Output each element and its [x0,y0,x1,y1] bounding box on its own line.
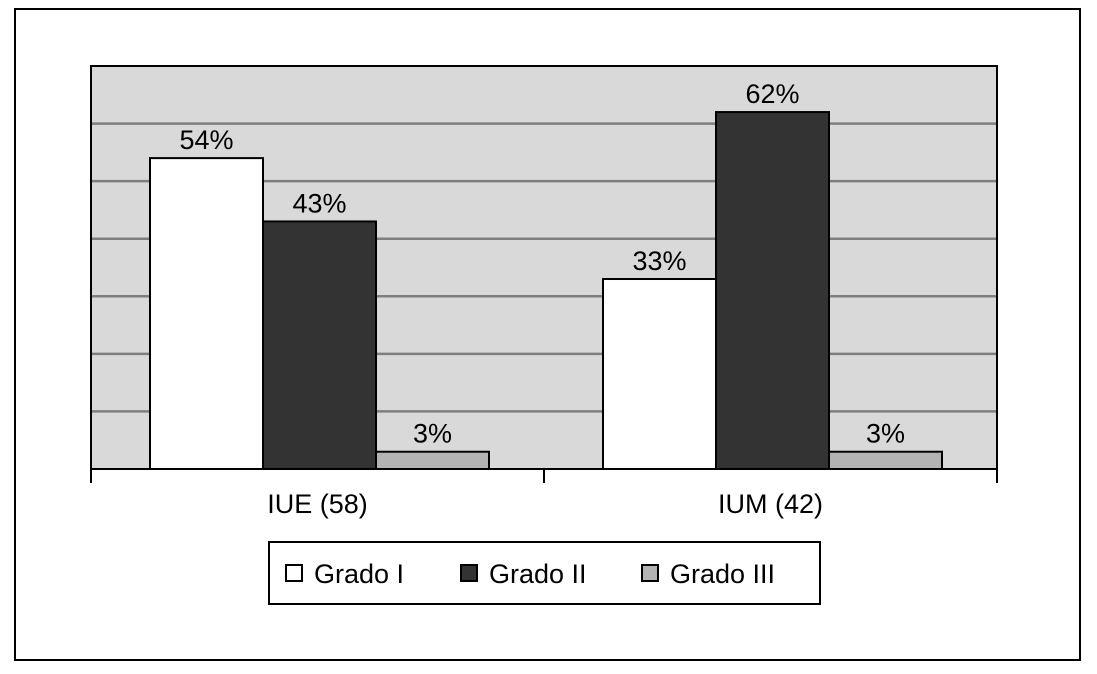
data-label: 62% [745,79,799,109]
legend-swatch [641,564,659,582]
bar [715,111,830,471]
bar [149,157,264,470]
x-tick-label: IUM (42) [718,489,823,519]
x-tick-label: IUE (58) [267,489,368,519]
legend-label: Grado III [670,559,775,589]
data-label: 3% [866,419,905,449]
legend [268,541,821,605]
legend-swatch [460,564,478,582]
bar [262,220,377,470]
bar [828,450,943,471]
legend-label: Grado II [489,559,587,589]
data-label: 33% [632,246,686,276]
data-label: 3% [413,419,452,449]
legend-label: Grado I [314,559,404,589]
data-label: 54% [179,125,233,155]
legend-swatch [285,564,303,582]
bar [602,278,717,470]
data-label: 43% [292,188,346,218]
bar [375,450,490,471]
